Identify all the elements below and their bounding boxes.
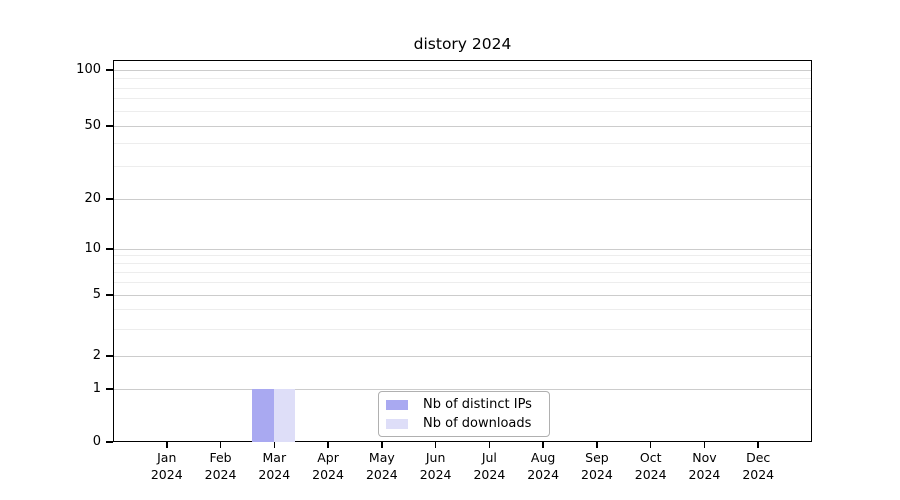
y-tick-label: 1 xyxy=(92,381,101,396)
x-axis-tick xyxy=(219,442,222,448)
y-gridline-major xyxy=(114,294,811,296)
x-tick-label: May 2024 xyxy=(365,450,398,482)
y-axis-tick xyxy=(106,125,113,127)
legend-label: Nb of downloads xyxy=(423,415,532,431)
bar-downloads xyxy=(273,388,296,442)
y-gridline-minor xyxy=(114,166,811,168)
y-tick-label: 0 xyxy=(92,434,101,449)
x-tick-label: Feb 2024 xyxy=(204,450,237,482)
x-axis-tick xyxy=(166,442,168,448)
x-axis-tick xyxy=(327,442,329,448)
x-axis-tick xyxy=(381,442,383,448)
y-gridline-minor xyxy=(114,328,811,330)
y-tick-label: 50 xyxy=(84,118,101,133)
y-gridline-minor xyxy=(114,87,811,89)
y-tick-label: 5 xyxy=(92,287,101,302)
x-axis-tick xyxy=(596,442,598,448)
legend-entry: Nb of distinct IPs xyxy=(386,397,541,413)
legend-swatch xyxy=(386,399,408,410)
x-tick-label: Jun 2024 xyxy=(419,450,452,482)
legend-entry: Nb of downloads xyxy=(386,416,541,432)
x-tick-label: Dec 2024 xyxy=(742,450,775,482)
y-gridline-minor xyxy=(114,272,811,274)
bar-distinct-ips xyxy=(252,388,274,442)
x-tick-label: Aug 2024 xyxy=(527,450,560,482)
x-axis-tick xyxy=(434,442,437,448)
x-tick-label: Nov 2024 xyxy=(688,450,721,482)
y-tick-label: 10 xyxy=(84,241,101,256)
y-gridline-major xyxy=(114,355,811,357)
y-gridline-minor xyxy=(114,110,811,112)
x-tick-label: Mar 2024 xyxy=(258,450,291,482)
y-axis-tick xyxy=(106,294,113,296)
y-gridline-major xyxy=(114,125,811,127)
y-gridline-major xyxy=(114,198,811,200)
y-axis-tick xyxy=(106,248,113,250)
y-gridline-minor xyxy=(114,78,811,79)
x-axis-tick xyxy=(757,442,759,448)
y-axis-tick xyxy=(106,355,113,357)
x-axis-tick xyxy=(649,442,652,448)
y-tick-label: 2 xyxy=(92,348,101,363)
y-gridline-minor xyxy=(114,263,811,265)
x-axis-tick xyxy=(273,442,276,448)
y-gridline-major xyxy=(114,69,811,71)
x-axis-tick xyxy=(542,442,544,448)
x-tick-label: Jan 2024 xyxy=(150,450,183,482)
x-axis-tick xyxy=(488,442,491,448)
legend: Nb of distinct IPs Nb of downloads xyxy=(378,391,550,437)
x-axis-tick xyxy=(703,442,706,448)
y-tick-label: 100 xyxy=(76,62,101,77)
y-gridline-minor xyxy=(114,309,811,311)
x-tick-label: Jul 2024 xyxy=(473,450,506,482)
y-axis-tick xyxy=(106,69,113,71)
legend-swatch xyxy=(386,418,408,429)
x-tick-label: Sep 2024 xyxy=(581,450,613,482)
plot-area xyxy=(113,60,812,442)
y-tick-label: 20 xyxy=(84,191,101,206)
y-gridline-minor xyxy=(114,98,811,100)
y-gridline-major xyxy=(114,388,811,390)
y-axis-tick xyxy=(106,198,113,200)
y-axis-tick xyxy=(106,388,113,390)
legend-label: Nb of distinct IPs xyxy=(423,396,532,412)
y-gridline-minor xyxy=(114,143,811,145)
y-gridline-minor xyxy=(114,255,811,257)
y-gridline-minor xyxy=(114,282,811,284)
y-axis-tick xyxy=(106,441,113,443)
x-tick-label: Oct 2024 xyxy=(634,450,667,482)
x-tick-label: Apr 2024 xyxy=(312,450,344,482)
chart-title: distory 2024 xyxy=(413,35,512,53)
y-gridline-major xyxy=(114,248,811,250)
